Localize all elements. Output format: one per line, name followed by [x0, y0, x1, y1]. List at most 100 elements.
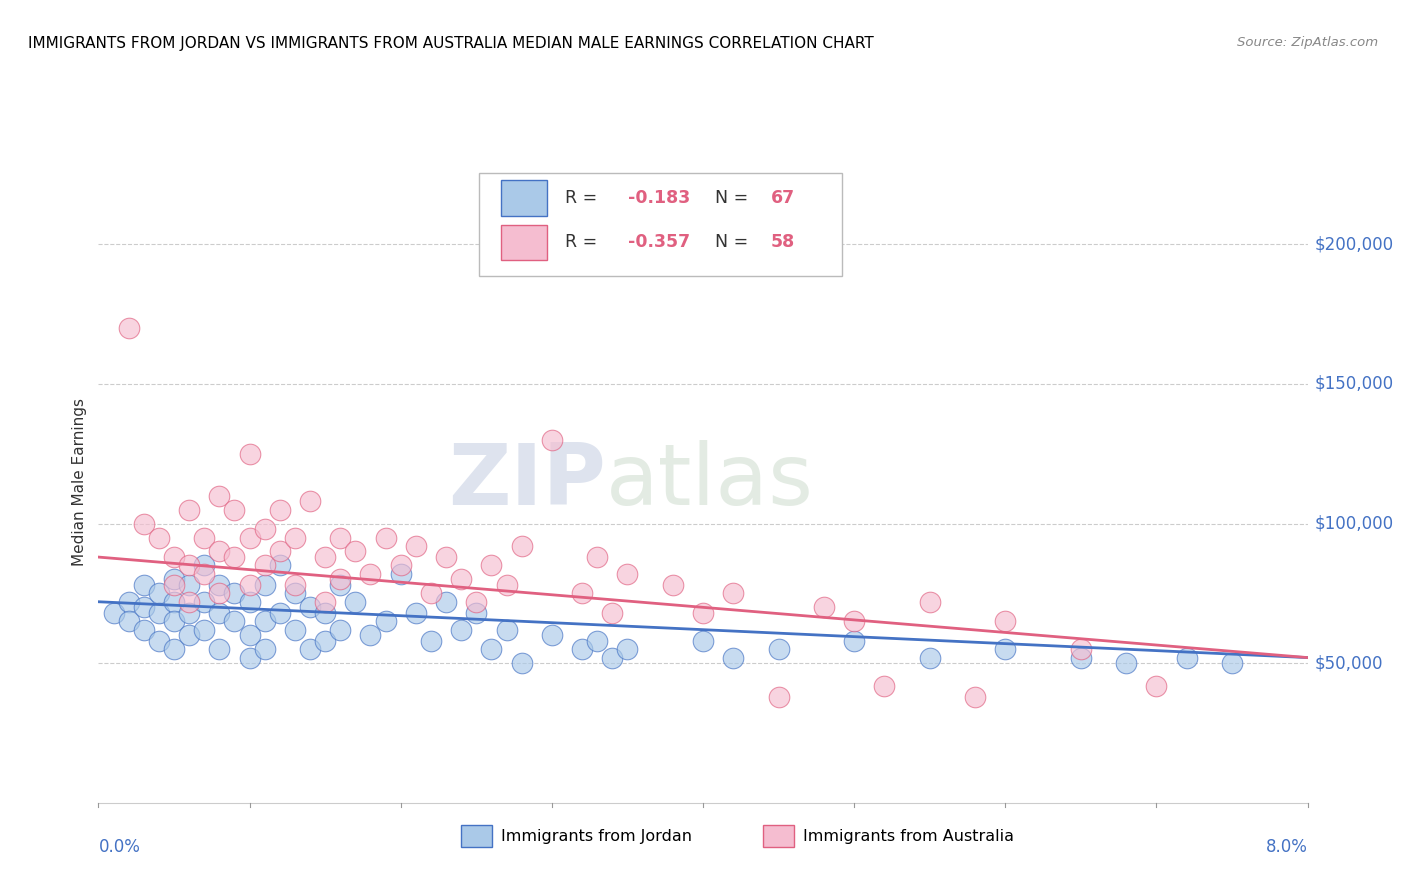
- Point: [253, 558, 276, 573]
- Point: [965, 690, 987, 704]
- Point: [918, 650, 941, 665]
- Point: [179, 595, 201, 609]
- Point: [495, 623, 517, 637]
- Point: [586, 633, 609, 648]
- Text: 0.0%: 0.0%: [98, 838, 141, 856]
- Point: [540, 433, 562, 447]
- Point: [1070, 642, 1092, 657]
- Point: [405, 606, 427, 620]
- Text: Immigrants from Australia: Immigrants from Australia: [803, 830, 1014, 844]
- Point: [918, 595, 941, 609]
- Point: [148, 606, 170, 620]
- Text: atlas: atlas: [606, 440, 814, 524]
- Point: [193, 531, 215, 545]
- Point: [118, 321, 141, 335]
- Text: N =: N =: [704, 189, 754, 207]
- Point: [479, 642, 503, 657]
- Point: [586, 550, 609, 565]
- Point: [284, 586, 307, 600]
- Point: [224, 615, 246, 629]
- Text: ZIP: ZIP: [449, 440, 606, 524]
- FancyBboxPatch shape: [501, 225, 547, 260]
- Text: $200,000: $200,000: [1315, 235, 1393, 253]
- Point: [314, 550, 336, 565]
- Point: [299, 494, 322, 508]
- Point: [692, 633, 714, 648]
- Point: [239, 628, 262, 642]
- Point: [314, 606, 336, 620]
- Point: [571, 586, 593, 600]
- Point: [118, 615, 141, 629]
- Point: [269, 502, 291, 516]
- Point: [163, 615, 186, 629]
- Point: [208, 586, 231, 600]
- Point: [359, 628, 381, 642]
- Point: [179, 558, 201, 573]
- Text: $150,000: $150,000: [1315, 375, 1393, 393]
- Point: [844, 633, 866, 648]
- Point: [374, 615, 396, 629]
- Point: [179, 578, 201, 592]
- Point: [163, 573, 186, 587]
- Point: [813, 600, 835, 615]
- Point: [329, 573, 352, 587]
- Point: [253, 522, 276, 536]
- Text: IMMIGRANTS FROM JORDAN VS IMMIGRANTS FROM AUSTRALIA MEDIAN MALE EARNINGS CORRELA: IMMIGRANTS FROM JORDAN VS IMMIGRANTS FRO…: [28, 36, 875, 51]
- Point: [103, 606, 125, 620]
- Point: [510, 539, 533, 553]
- Point: [239, 650, 262, 665]
- Point: [661, 578, 683, 592]
- Point: [616, 566, 638, 581]
- Point: [163, 578, 186, 592]
- Point: [118, 595, 141, 609]
- Point: [434, 595, 457, 609]
- Point: [299, 600, 322, 615]
- Point: [163, 642, 186, 657]
- Point: [389, 566, 412, 581]
- Point: [148, 586, 170, 600]
- Point: [768, 690, 790, 704]
- Point: [224, 550, 246, 565]
- Point: [329, 578, 352, 592]
- Text: 58: 58: [770, 234, 794, 252]
- FancyBboxPatch shape: [501, 180, 547, 216]
- Point: [994, 642, 1017, 657]
- FancyBboxPatch shape: [479, 173, 842, 277]
- Point: [602, 606, 624, 620]
- Point: [239, 447, 262, 461]
- Point: [374, 531, 396, 545]
- Point: [495, 578, 517, 592]
- Point: [299, 642, 322, 657]
- Text: Source: ZipAtlas.com: Source: ZipAtlas.com: [1237, 36, 1378, 49]
- Point: [163, 550, 186, 565]
- Point: [239, 595, 262, 609]
- Point: [269, 558, 291, 573]
- Text: 8.0%: 8.0%: [1265, 838, 1308, 856]
- Point: [1070, 650, 1092, 665]
- Point: [253, 615, 276, 629]
- Text: $50,000: $50,000: [1315, 654, 1384, 673]
- Point: [1144, 679, 1167, 693]
- Point: [1115, 656, 1137, 670]
- Point: [269, 606, 291, 620]
- Text: R =: R =: [565, 234, 603, 252]
- Point: [148, 531, 170, 545]
- Point: [723, 650, 745, 665]
- Point: [208, 489, 231, 503]
- Point: [269, 544, 291, 558]
- Text: 67: 67: [770, 189, 794, 207]
- Point: [419, 586, 441, 600]
- Point: [179, 502, 201, 516]
- Point: [692, 606, 714, 620]
- Point: [873, 679, 896, 693]
- Point: [465, 595, 488, 609]
- Point: [450, 573, 472, 587]
- Point: [465, 606, 488, 620]
- Point: [253, 642, 276, 657]
- Text: -0.357: -0.357: [628, 234, 690, 252]
- Point: [510, 656, 533, 670]
- Point: [193, 558, 215, 573]
- Text: N =: N =: [704, 234, 754, 252]
- Point: [419, 633, 441, 648]
- Point: [768, 642, 790, 657]
